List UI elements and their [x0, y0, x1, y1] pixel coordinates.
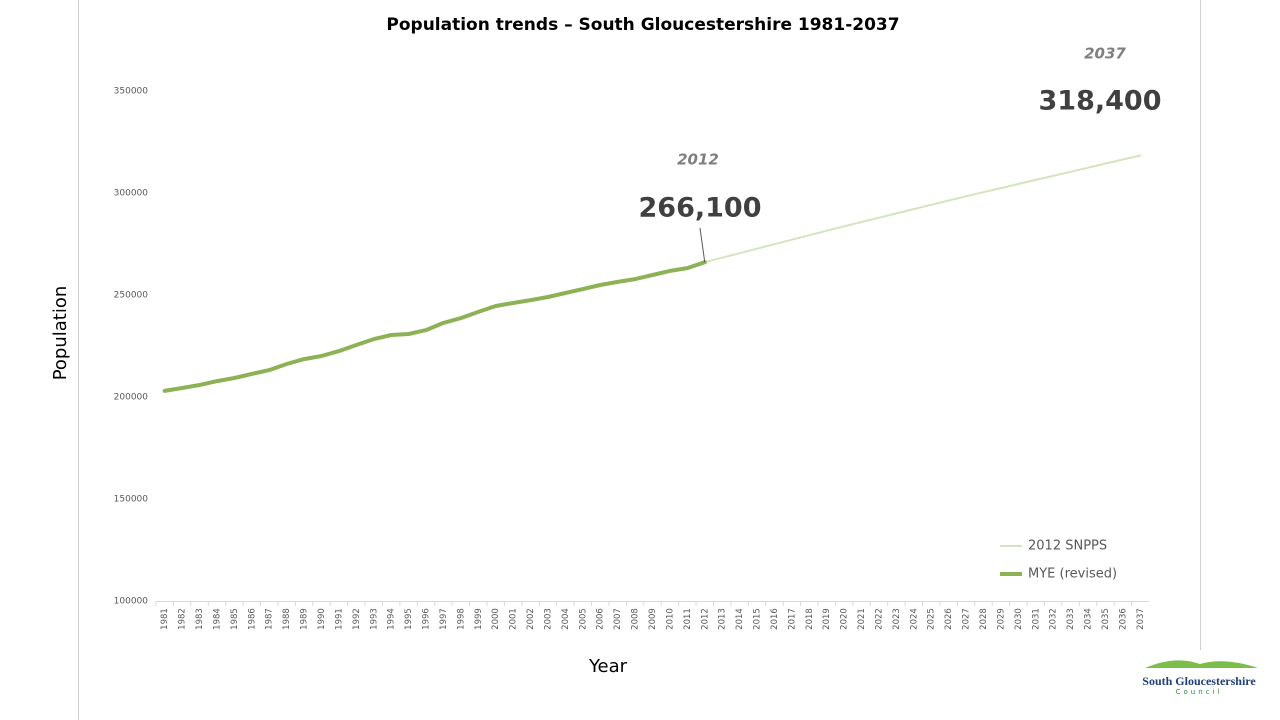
x-tick-label: 1981 — [160, 608, 170, 630]
series-line — [162, 260, 707, 393]
x-tick-label: 2025 — [927, 608, 937, 630]
y-tick-label: 350000 — [114, 87, 149, 97]
logo-name: South Gloucestershire — [1142, 674, 1256, 688]
x-tick-label: 1983 — [195, 608, 205, 630]
y-tick-label: 200000 — [114, 393, 149, 403]
x-tick-label: 2011 — [683, 608, 693, 630]
series-line — [703, 154, 1142, 264]
annotation-year: 2037 — [1084, 45, 1126, 63]
x-tick-label: 2016 — [770, 608, 780, 630]
x-tick-label: 1996 — [422, 608, 432, 630]
x-tick-label: 2030 — [1014, 608, 1024, 630]
x-tick-label: 2024 — [909, 608, 919, 630]
x-tick-label: 1994 — [387, 608, 397, 630]
x-tick-label: 2007 — [613, 608, 623, 630]
x-tick-label: 2027 — [962, 608, 972, 630]
x-tick-label: 2033 — [1066, 608, 1076, 630]
y-tick-label: 300000 — [114, 189, 149, 199]
x-tick-label: 1990 — [317, 608, 327, 630]
logo-subtitle: Council — [1176, 688, 1223, 696]
x-tick-label: 1988 — [282, 608, 292, 630]
x-tick-label: 1989 — [300, 608, 310, 630]
y-axis-label: Population — [50, 286, 71, 381]
x-tick-label: 2009 — [648, 608, 658, 630]
x-tick-label: 1991 — [334, 608, 344, 630]
x-tick-label: 2014 — [735, 608, 745, 630]
x-tick-label: 2031 — [1031, 608, 1041, 630]
annotation-value: 318,400 — [1039, 86, 1162, 117]
y-tick-label: 150000 — [114, 495, 149, 505]
x-tick-label: 2004 — [561, 608, 571, 630]
x-tick-label: 2002 — [526, 608, 536, 630]
annotation-year: 2012 — [677, 151, 719, 169]
x-tick-label: 1987 — [265, 608, 275, 630]
x-tick-label: 2037 — [1136, 608, 1146, 630]
y-tick-label: 100000 — [114, 597, 149, 607]
x-tick-label: 1995 — [404, 608, 414, 630]
x-tick-label: 2000 — [491, 608, 501, 630]
y-tick-label: 250000 — [114, 291, 149, 301]
x-tick-label: 2008 — [631, 608, 641, 630]
x-tick-label: 2022 — [874, 608, 884, 630]
x-tick-label: 2006 — [596, 608, 606, 630]
callout-line — [699, 227, 706, 263]
x-tick-label: 2034 — [1084, 608, 1094, 630]
x-tick-label: 2021 — [857, 608, 867, 630]
x-tick-label: 1993 — [369, 608, 379, 630]
x-tick-label: 2013 — [718, 608, 728, 630]
x-tick-label: 2036 — [1118, 608, 1128, 630]
x-tick-label: 2005 — [578, 608, 588, 630]
x-tick-label: 2015 — [753, 608, 763, 630]
x-tick-label: 2035 — [1101, 608, 1111, 630]
x-tick-label: 2032 — [1049, 608, 1059, 630]
x-tick-label: 2020 — [840, 608, 850, 630]
legend-label: 2012 SNPPS — [1028, 539, 1107, 554]
x-tick-label: 1998 — [456, 608, 466, 630]
x-tick-label: 2029 — [996, 608, 1006, 630]
x-axis-label: Year — [588, 656, 628, 677]
x-tick-label: 2019 — [822, 608, 832, 630]
logo-hills — [1145, 660, 1258, 668]
x-tick-label: 2018 — [805, 608, 815, 630]
x-tick-label: 1992 — [352, 608, 362, 630]
x-tick-label: 2026 — [944, 608, 954, 630]
x-tick-label: 1985 — [230, 608, 240, 630]
x-tick-label: 2010 — [665, 608, 675, 630]
x-tick-label: 2012 — [700, 608, 710, 630]
legend-label: MYE (revised) — [1028, 567, 1117, 582]
x-tick-label: 2028 — [979, 608, 989, 630]
x-tick-label: 2001 — [509, 608, 519, 630]
x-tick-label: 1997 — [439, 608, 449, 630]
x-tick-label: 1999 — [474, 608, 484, 630]
chart-title: Population trends – South Gloucestershir… — [386, 15, 899, 35]
x-tick-label: 1984 — [212, 608, 222, 630]
x-tick-label: 2003 — [543, 608, 553, 630]
x-tick-label: 1986 — [247, 608, 257, 630]
x-tick-label: 2017 — [787, 608, 797, 630]
logo: South Gloucestershire Council — [1142, 660, 1258, 696]
x-tick-label: 1982 — [178, 608, 188, 630]
x-tick-label: 2023 — [892, 608, 902, 630]
annotation-value: 266,100 — [639, 193, 762, 224]
